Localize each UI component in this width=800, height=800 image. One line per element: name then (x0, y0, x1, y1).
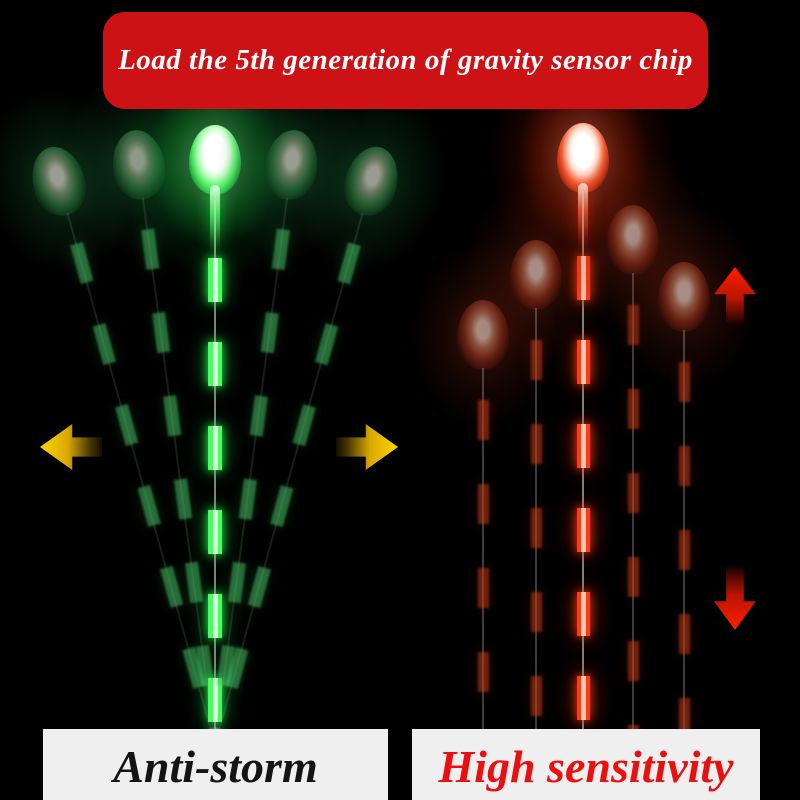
float-stem-segments (677, 362, 691, 751)
float-stem-segments (476, 400, 490, 751)
float-bulb (336, 140, 406, 222)
lift-up-arrow-icon (714, 267, 756, 325)
float-stem-segments (626, 305, 640, 751)
anti-storm-label: Anti-storm (113, 741, 318, 792)
float-stem-segments (208, 258, 222, 741)
float-bulb (658, 262, 710, 332)
anti-storm-label-box: Anti-storm (43, 729, 388, 800)
float-bulb (189, 125, 241, 195)
float-bulb (108, 126, 169, 204)
headline-text: Load the 5th generation of gravity senso… (118, 44, 693, 76)
drop-down-arrow-icon (714, 566, 756, 630)
float-bulb (261, 126, 322, 204)
float-bulb (457, 300, 509, 370)
fishing-float (609, 202, 759, 755)
spread-right-arrow-icon (336, 424, 398, 470)
float-stem-segments (529, 340, 543, 751)
float-stem-segments (576, 256, 590, 753)
high-sensitivity-label-box: High sensitivity (412, 729, 760, 800)
float-bulb (24, 140, 94, 222)
headline-banner: Load the 5th generation of gravity senso… (103, 12, 708, 109)
float-bulb (557, 123, 609, 193)
high-sensitivity-label: High sensitivity (438, 741, 734, 792)
